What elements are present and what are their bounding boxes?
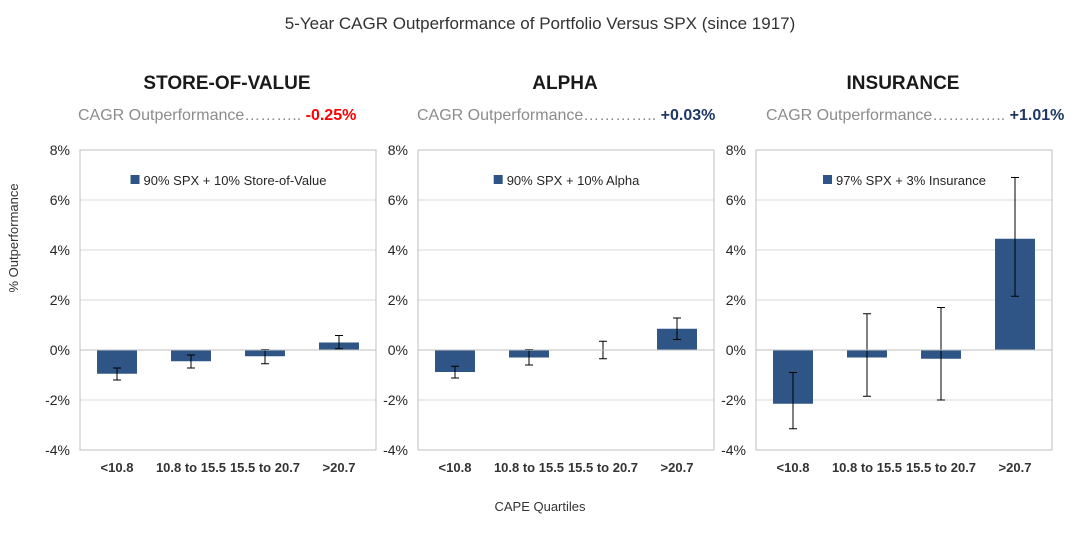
x-tick-label: >20.7 (661, 460, 694, 475)
x-tick-label: <10.8 (439, 460, 472, 475)
chart-panel-alpha: -4% -2% 0% 2% 4% 6% 8% <10.8 10.8 to 15.5 15.5 to… (383, 142, 715, 475)
x-tick-label: 10.8 to 15.5 (832, 460, 902, 475)
legend-label: 90% SPX + 10% Store-of-Value (144, 173, 327, 188)
legend-swatch (493, 175, 503, 184)
y-tick-label: -4% (721, 442, 746, 458)
y-tick-label: -4% (383, 442, 408, 458)
y-tick-label: -2% (45, 392, 70, 408)
chart-panel-insurance: -4% -2% 0% 2% 4% 6% 8% <10.8 10.8 to 15.5 15.5 to… (721, 142, 1053, 475)
y-tick-label: -2% (721, 392, 746, 408)
x-axis-label: CAPE Quartiles (494, 499, 586, 514)
bar (435, 350, 475, 372)
chart-panel-store-of-value: -4% -2% 0% 2% 4% 6% 8% <10.8 10.8 to 15.5 15.5 to… (45, 142, 377, 475)
x-tick-label: >20.7 (999, 460, 1032, 475)
y-tick-label: 4% (726, 242, 746, 258)
y-tick-label: 2% (50, 292, 70, 308)
x-tick-label: 15.5 to 20.7 (568, 460, 638, 475)
cagr-label: CAGR Outperformance……….. (78, 107, 302, 124)
y-tick-label: 0% (726, 342, 746, 358)
y-tick-label: -2% (383, 392, 408, 408)
y-tick-label: 4% (388, 242, 408, 258)
legend: 97% SPX + 3% Insurance (823, 173, 986, 188)
legend-label: 97% SPX + 3% Insurance (836, 173, 986, 188)
x-tick-label: 10.8 to 15.5 (494, 460, 564, 475)
x-tick-label: >20.7 (323, 460, 356, 475)
cagr-row-insurance: CAGR Outperformance………….. +1.01% (766, 107, 1064, 125)
plot-frame (417, 149, 715, 451)
plot-frame (79, 149, 377, 451)
legend: 90% SPX + 10% Alpha (493, 173, 640, 188)
plot-frame (755, 149, 1053, 451)
cagr-label: CAGR Outperformance………….. (417, 107, 657, 124)
bar (97, 350, 137, 374)
y-tick-label: 6% (388, 192, 408, 208)
x-tick-label: 10.8 to 15.5 (156, 460, 226, 475)
cagr-value: +0.03% (660, 107, 716, 124)
y-tick-label: 8% (50, 142, 70, 158)
y-tick-label: 6% (50, 192, 70, 208)
y-tick-label: 8% (726, 142, 746, 158)
y-tick-label: 4% (50, 242, 70, 258)
y-tick-label: 2% (726, 292, 746, 308)
cagr-label: CAGR Outperformance………….. (766, 107, 1006, 124)
y-tick-label: 6% (726, 192, 746, 208)
legend-label: 90% SPX + 10% Alpha (507, 173, 640, 188)
y-tick-label: 0% (50, 342, 70, 358)
x-tick-label: 15.5 to 20.7 (906, 460, 976, 475)
y-tick-label: -4% (45, 442, 70, 458)
chart-main-title: 5-Year CAGR Outperformance of Portfolio … (284, 14, 796, 33)
y-tick-label: 2% (388, 292, 408, 308)
cagr-value: +1.01% (1009, 107, 1065, 124)
y-tick-label: 8% (388, 142, 408, 158)
cagr-row-alpha: CAGR Outperformance………….. +0.03% (417, 107, 715, 125)
x-tick-label: <10.8 (777, 460, 810, 475)
panel-title-store-of-value: STORE-OF-VALUE (143, 73, 311, 94)
y-tick-label: 0% (388, 342, 408, 358)
legend-swatch (130, 175, 140, 184)
panel-title-alpha: ALPHA (532, 73, 598, 94)
legend: 90% SPX + 10% Store-of-Value (130, 173, 327, 188)
panel-title-insurance: INSURANCE (846, 73, 960, 94)
x-tick-label: 15.5 to 20.7 (230, 460, 300, 475)
cagr-row-store-of-value: CAGR Outperformance……….. -0.25% (78, 107, 356, 125)
cagr-value: -0.25% (305, 107, 357, 124)
x-tick-label: <10.8 (101, 460, 134, 475)
legend-swatch (823, 175, 833, 184)
